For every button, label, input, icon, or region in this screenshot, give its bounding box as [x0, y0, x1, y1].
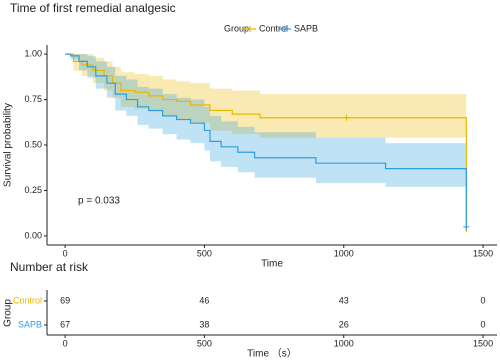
risk-count: 0: [481, 295, 486, 305]
risk-count: 26: [339, 319, 349, 329]
risk-count: 43: [339, 295, 349, 305]
legend-label: Control: [259, 23, 288, 33]
y-tick-label: 0.25: [24, 185, 42, 195]
survival-curve: [65, 53, 467, 233]
legend-label: SAPB: [294, 23, 318, 33]
risk-count: 38: [199, 319, 209, 329]
x-tick-label: 1000: [334, 338, 354, 348]
risk-count: 69: [60, 295, 70, 305]
chart-title: Time of first remedial analgesic: [10, 1, 176, 15]
table-title: Number at risk: [10, 260, 89, 274]
table-y-label: Group: [3, 299, 14, 327]
row-label: Control: [13, 295, 42, 305]
risk-count: 67: [60, 319, 70, 329]
x-tick-label: 500: [197, 338, 212, 348]
risk-count: 0: [481, 319, 486, 329]
x-axis-label: Time: [261, 259, 283, 270]
y-tick-label: 0.00: [24, 230, 42, 240]
y-axis-label: Survival probability: [3, 103, 14, 187]
table-x-label: Time （s）: [247, 348, 297, 360]
y-tick-label: 1.00: [24, 48, 42, 58]
confidence-band: [65, 54, 467, 187]
legend-swatch: [244, 26, 256, 32]
x-tick-label: 500: [197, 248, 212, 258]
legend-swatch: [279, 26, 291, 32]
y-tick-label: 0.75: [24, 94, 42, 104]
x-tick-label: 1500: [473, 248, 493, 258]
x-tick-label: 1000: [334, 248, 354, 258]
censor-mark: [343, 114, 350, 121]
survival-curve: [65, 53, 467, 227]
row-label: SAPB: [18, 319, 42, 329]
censor-mark: [463, 223, 470, 230]
p-value: p = 0.033: [78, 196, 120, 207]
x-tick-label: 0: [63, 338, 68, 348]
confidence-band: [65, 54, 467, 142]
x-tick-label: 0: [63, 248, 68, 258]
risk-count: 46: [199, 295, 209, 305]
y-tick-label: 0.50: [24, 139, 42, 149]
x-tick-label: 1500: [473, 338, 493, 348]
legend-title: Group: [224, 23, 249, 33]
